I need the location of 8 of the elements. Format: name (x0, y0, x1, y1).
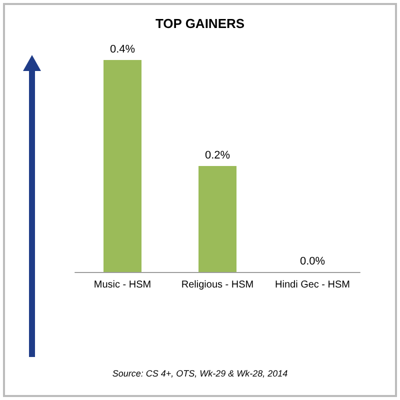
source-note: Source: CS 4+, OTS, Wk-29 & Wk-28, 2014 (112, 368, 288, 378)
chart-title: TOP GAINERS (155, 16, 245, 31)
data-label: 0.0% (300, 256, 326, 268)
x-tick-label: Hindi Gec - HSM (274, 280, 350, 290)
x-tick-label: Religious - HSM (181, 280, 254, 290)
data-label: 0.4% (110, 44, 136, 56)
x-tick-label: Music - HSM (94, 280, 152, 290)
data-label: 0.2% (204, 150, 230, 162)
